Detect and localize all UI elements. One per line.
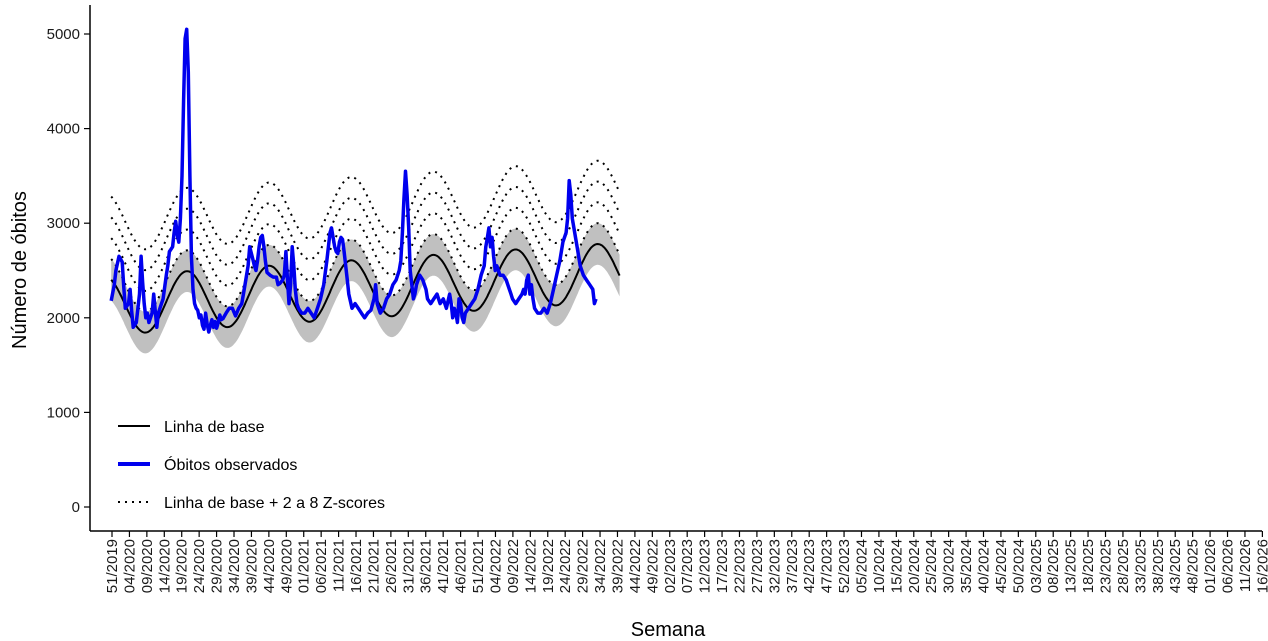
x-tick-label: 46/2021: [453, 539, 470, 593]
x-tick-label: 13/2025: [1063, 539, 1080, 593]
x-tick-label: 01/2021: [296, 539, 313, 593]
x-tick-label: 18/2025: [1080, 539, 1097, 593]
x-tick-label: 43/2025: [1167, 539, 1184, 593]
x-tick-label: 16/2021: [348, 539, 365, 593]
x-tick-label: 34/2020: [226, 539, 243, 593]
x-tick-label: 22/2023: [731, 539, 748, 593]
x-tick-label: 01/2026: [1202, 539, 1219, 593]
x-tick-label: 17/2023: [714, 539, 731, 593]
y-axis: 0 1000 2000 3000 4000 5000: [47, 5, 91, 531]
x-tick-label: 51/2021: [470, 539, 487, 593]
y-tick-label: 0: [72, 499, 80, 516]
x-tick-label: 50/2024: [1010, 539, 1027, 593]
x-tick-label: 15/2024: [888, 539, 905, 593]
y-tick-label: 3000: [47, 215, 80, 232]
x-tick-label: 33/2025: [1132, 539, 1149, 593]
x-tick-label: 03/2025: [1028, 539, 1045, 593]
x-tick-label: 26/2021: [383, 539, 400, 593]
x-tick-label: 35/2024: [958, 539, 975, 593]
x-tick-label: 39/2022: [609, 539, 626, 593]
x-tick-label: 24/2020: [191, 539, 208, 593]
x-tick-label: 14/2020: [156, 539, 173, 593]
baseline-confidence-band: [111, 223, 620, 354]
x-tick-label: 11/2026: [1237, 539, 1254, 592]
x-tick-label: 42/2023: [801, 539, 818, 593]
x-tick-label: 21/2021: [365, 539, 382, 593]
legend: Linha de base Óbitos observados Linha de…: [118, 419, 385, 512]
y-tick-label: 2000: [47, 310, 80, 327]
x-tick-label: 36/2021: [418, 539, 435, 593]
x-tick-label: 20/2024: [906, 539, 923, 593]
x-tick-label: 49/2020: [278, 539, 295, 593]
x-tick-label: 19/2020: [174, 539, 191, 593]
x-tick-label: 05/2024: [853, 539, 870, 593]
legend-zscore-label: Linha de base + 2 a 8 Z-scores: [164, 495, 385, 512]
x-tick-label: 29/2022: [575, 539, 592, 593]
x-tick-label: 44/2022: [627, 539, 644, 593]
x-tick-label: 51/2019: [104, 539, 121, 593]
observed-deaths-line: [109, 27, 598, 334]
x-tick-label: 31/2021: [400, 539, 417, 593]
x-axis-title: Semana: [631, 619, 706, 641]
x-tick-label: 48/2025: [1185, 539, 1202, 593]
z-score-line-8: [110, 159, 621, 251]
x-tick-label: 02/2023: [662, 539, 679, 593]
x-tick-label: 14/2022: [522, 539, 539, 593]
x-tick-label: 27/2023: [749, 539, 766, 593]
y-tick-label: 4000: [47, 121, 80, 138]
x-tick-label: 23/2025: [1098, 539, 1115, 593]
x-tick-label: 04/2020: [121, 539, 138, 593]
x-tick-label: 06/2021: [313, 539, 330, 593]
y-tick-label: 5000: [47, 26, 80, 43]
x-tick-label: 29/2020: [209, 539, 226, 593]
x-tick-label: 37/2023: [784, 539, 801, 593]
x-tick-label: 11/2021: [331, 539, 348, 592]
x-tick-label: 47/2023: [819, 539, 836, 593]
x-tick-label: 41/2021: [435, 539, 452, 593]
x-tick-label: 40/2024: [976, 539, 993, 593]
x-tick-label: 06/2026: [1220, 539, 1237, 593]
legend-baseline-label: Linha de base: [164, 419, 265, 436]
x-tick-label: 09/2020: [139, 539, 156, 593]
x-tick-label: 08/2025: [1045, 539, 1062, 593]
x-tick-label: 10/2024: [871, 539, 888, 593]
x-tick-label: 09/2022: [505, 539, 522, 593]
baseline-line: [110, 242, 621, 334]
x-tick-label: 16/2026: [1254, 539, 1268, 593]
x-tick-label: 45/2024: [993, 539, 1010, 593]
x-tick-label: 12/2023: [697, 539, 714, 593]
x-tick-label: 34/2022: [592, 539, 609, 593]
x-tick-label: 39/2020: [243, 539, 260, 593]
x-tick-label: 28/2025: [1115, 539, 1132, 593]
x-tick-label: 04/2022: [487, 539, 504, 593]
x-tick-label: 49/2022: [644, 539, 661, 593]
x-tick-label: 38/2025: [1150, 539, 1167, 593]
x-tick-label: 44/2020: [261, 539, 278, 593]
x-tick-label: 52/2023: [836, 539, 853, 593]
plot-area: [109, 27, 621, 354]
x-tick-label: 19/2022: [540, 539, 557, 593]
x-tick-label: 30/2024: [941, 539, 958, 593]
x-tick-label: 07/2023: [679, 539, 696, 593]
y-tick-label: 1000: [47, 404, 80, 421]
x-tick-label: 32/2023: [766, 539, 783, 593]
y-axis-title: Número de óbitos: [9, 191, 31, 349]
x-tick-label: 25/2024: [923, 539, 940, 593]
x-tick-label: 24/2022: [557, 539, 574, 593]
legend-observed-label: Óbitos observados: [164, 455, 297, 474]
x-axis: 51/2019 04/2020 09/2020 14/2020 19/2020 24/20…: [90, 530, 1268, 593]
